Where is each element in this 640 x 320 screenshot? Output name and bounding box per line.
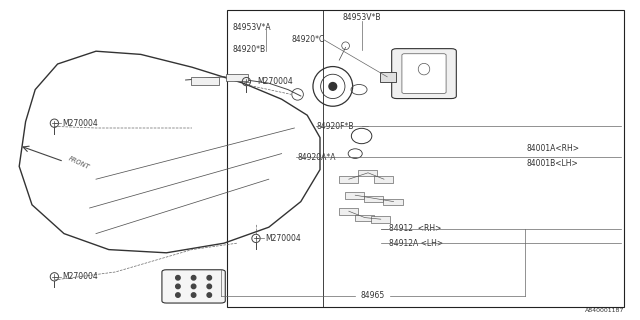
Text: M270004: M270004: [257, 77, 293, 86]
Text: M270004: M270004: [63, 119, 99, 128]
FancyBboxPatch shape: [371, 216, 390, 223]
FancyBboxPatch shape: [380, 72, 396, 82]
Ellipse shape: [207, 293, 211, 297]
Text: 84920*C: 84920*C: [291, 35, 324, 44]
FancyBboxPatch shape: [162, 270, 225, 303]
FancyBboxPatch shape: [227, 10, 624, 307]
FancyBboxPatch shape: [191, 77, 219, 85]
FancyBboxPatch shape: [364, 196, 383, 202]
Ellipse shape: [191, 293, 196, 297]
FancyBboxPatch shape: [374, 176, 393, 183]
Ellipse shape: [207, 284, 211, 289]
FancyBboxPatch shape: [355, 215, 374, 221]
FancyBboxPatch shape: [345, 192, 364, 199]
FancyBboxPatch shape: [226, 74, 248, 81]
Text: 84920A*A: 84920A*A: [298, 153, 336, 162]
Ellipse shape: [175, 276, 180, 280]
Text: M270004: M270004: [63, 272, 99, 281]
Ellipse shape: [191, 284, 196, 289]
Ellipse shape: [191, 276, 196, 280]
FancyBboxPatch shape: [339, 208, 358, 215]
Ellipse shape: [175, 284, 180, 289]
Text: M270004: M270004: [266, 234, 301, 243]
Text: 84953V*B: 84953V*B: [342, 13, 381, 22]
FancyBboxPatch shape: [402, 54, 446, 93]
Ellipse shape: [207, 276, 211, 280]
FancyBboxPatch shape: [383, 199, 403, 205]
Text: 84912A <LH>: 84912A <LH>: [389, 239, 444, 248]
Text: 84920F*B: 84920F*B: [317, 122, 355, 131]
FancyBboxPatch shape: [339, 176, 358, 183]
FancyBboxPatch shape: [358, 170, 377, 176]
Text: 84965: 84965: [361, 292, 385, 300]
Text: 84920*B: 84920*B: [232, 45, 266, 54]
FancyBboxPatch shape: [392, 49, 456, 99]
Text: 84001B<LH>: 84001B<LH>: [526, 159, 578, 168]
Text: 84001A<RH>: 84001A<RH>: [526, 144, 579, 153]
Text: FRONT: FRONT: [67, 156, 90, 171]
Ellipse shape: [175, 293, 180, 297]
Ellipse shape: [329, 83, 337, 90]
Text: 84953V*A: 84953V*A: [232, 23, 271, 32]
Text: 84912  <RH>: 84912 <RH>: [389, 224, 442, 233]
Text: A840001187: A840001187: [584, 308, 624, 313]
